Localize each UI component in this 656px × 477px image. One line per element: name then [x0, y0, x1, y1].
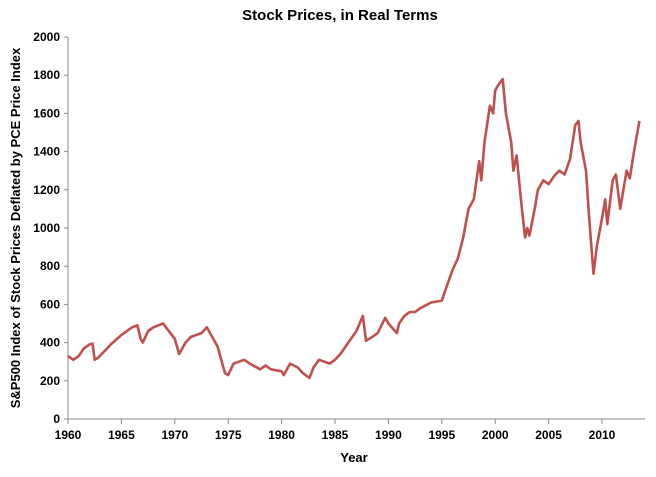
x-tick-label: 1970 — [161, 428, 188, 442]
y-tick-label: 0 — [53, 412, 60, 426]
x-tick-label: 1960 — [55, 428, 82, 442]
chart-title: Stock Prices, in Real Terms — [242, 7, 438, 24]
y-tick-label: 200 — [40, 374, 60, 388]
y-tick-label: 1600 — [33, 106, 60, 120]
x-tick-label: 2010 — [589, 428, 616, 442]
y-tick-label: 1400 — [33, 145, 60, 159]
x-axis-label: Year — [340, 450, 367, 465]
y-tick-label: 400 — [40, 336, 60, 350]
x-tick-label: 1995 — [428, 428, 455, 442]
x-tick-label: 1980 — [268, 428, 295, 442]
x-tick-label: 1965 — [108, 428, 135, 442]
y-tick-label: 1000 — [33, 221, 60, 235]
x-tick-label: 2005 — [535, 428, 562, 442]
y-tick-label: 2000 — [33, 30, 60, 44]
series-line — [67, 77, 641, 380]
x-tick-label: 1975 — [215, 428, 242, 442]
y-axis-label: S&P500 Index of Stock Prices Deflated by… — [8, 47, 23, 408]
y-tick-label: 1800 — [33, 68, 60, 82]
y-tick-label: 600 — [40, 297, 60, 311]
y-tick-label: 800 — [40, 259, 60, 273]
x-tick-label: 1990 — [375, 428, 402, 442]
x-tick-label: 1985 — [322, 428, 349, 442]
x-tick-label: 2000 — [482, 428, 509, 442]
y-tick-label: 1200 — [33, 183, 60, 197]
